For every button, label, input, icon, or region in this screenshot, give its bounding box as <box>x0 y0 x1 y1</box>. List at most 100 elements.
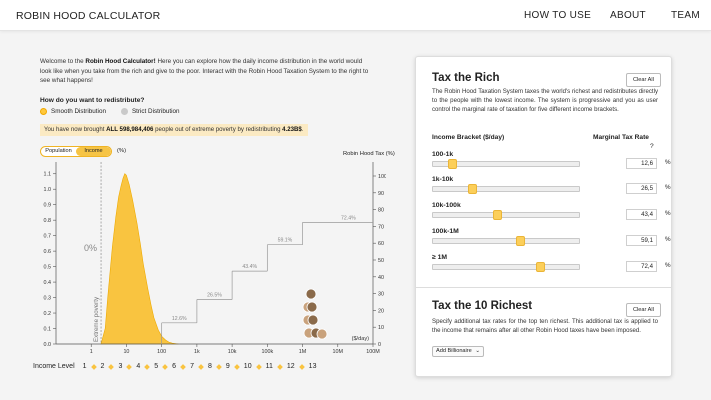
income-distribution-chart[interactable]: 0.0 0.1 0.2 0.3 0.4 0.5 0.6 0.7 0.8 0.9 1.0 1.1 0 10 2… <box>26 156 386 356</box>
add-billionaire-select[interactable]: Add Billionaire ⌄ <box>432 346 484 357</box>
income-level-item[interactable]: 7 <box>190 363 194 370</box>
tax-rich-title: Tax the Rich <box>432 72 500 84</box>
tax-step-label: 72.4% <box>341 215 356 221</box>
option-label: Smooth Distribution <box>51 108 106 115</box>
level-separator-icon <box>144 363 151 370</box>
x-tick-label: 10M <box>333 349 344 355</box>
income-level-item[interactable]: 2 <box>100 363 105 370</box>
tax-richest-title: Tax the 10 Richest <box>432 300 533 312</box>
smooth-distribution-option[interactable]: Smooth Distribution <box>40 108 106 115</box>
pct-sign: % <box>665 159 671 166</box>
slider-thumb[interactable] <box>493 210 503 220</box>
income-level-item[interactable]: 4 <box>136 363 141 370</box>
y-tick-label: 0.3 <box>44 296 52 302</box>
level-separator-icon <box>108 363 115 370</box>
y-tick-label: 0.2 <box>44 311 52 317</box>
tax-rate-slider[interactable] <box>432 210 580 220</box>
app-title[interactable]: ROBIN HOOD CALCULATOR <box>16 10 161 22</box>
y-tick-label: 0.7 <box>44 234 52 240</box>
slider-thumb[interactable] <box>536 262 546 272</box>
income-level-item[interactable]: 1 <box>82 363 87 370</box>
income-level-item[interactable]: 10 <box>243 363 252 370</box>
tax-rich-description: The Robin Hood Taxation System taxes the… <box>432 88 658 113</box>
intro-part: Here you can explore how the daily incom… <box>40 58 369 85</box>
tax-rate-input[interactable]: 26,5 <box>626 183 657 194</box>
pct-sign: % <box>665 184 671 191</box>
col-income-bracket: Income Bracket ($/day) <box>432 134 505 141</box>
radio-selected-icon[interactable] <box>40 108 47 115</box>
help-icon[interactable]: ? <box>650 143 654 150</box>
income-level-item[interactable]: 6 <box>172 363 177 370</box>
x-tick-label: 1 <box>90 349 93 355</box>
tax-tick-label: 60 <box>378 241 384 247</box>
x-tick-label: 10 <box>123 349 129 355</box>
tax-rate-input[interactable]: 43,4 <box>626 209 657 220</box>
pct-unit-label: (%) <box>117 148 127 154</box>
tax-tick-label: 30 <box>378 292 384 298</box>
billionaire-avatar <box>305 288 317 300</box>
bracket-label: 100-1k <box>432 151 454 158</box>
top-bar: ROBIN HOOD CALCULATOR HOW TO USE ABOUT T… <box>0 0 711 31</box>
tax-rate-slider[interactable] <box>432 159 580 169</box>
tax-rate-slider[interactable] <box>432 236 580 246</box>
banner-text: You have now brought <box>44 126 107 133</box>
level-separator-icon <box>298 363 305 370</box>
toggle-population[interactable]: Population <box>45 148 72 154</box>
redistribute-question: How do you want to redistribute? <box>40 97 145 104</box>
income-level-item[interactable]: 3 <box>118 363 123 370</box>
x-tick-label: 100 <box>157 349 166 355</box>
y-tick-label: 0.4 <box>44 280 52 286</box>
tax-tick-label: 90 <box>378 191 384 197</box>
income-level-item[interactable]: 12 <box>286 363 295 370</box>
toggle-income[interactable]: Income <box>76 147 111 156</box>
radio-unselected-icon[interactable] <box>120 108 128 115</box>
clear-all-button[interactable]: Clear All <box>626 73 661 87</box>
tax-richest-description: Specify additional tax rates for the top… <box>432 318 658 334</box>
bracket-label: 10k-100k <box>432 202 461 209</box>
tax-tick-label: 10 <box>378 325 384 331</box>
level-separator-icon <box>126 363 133 370</box>
tax-step-label: 26.5% <box>207 292 222 298</box>
y-tick-label: 1.1 <box>44 172 52 178</box>
level-separator-icon <box>277 363 283 370</box>
income-level-item[interactable]: 9 <box>225 363 230 370</box>
nav-team[interactable]: TEAM <box>671 10 700 21</box>
tax-tick-label: 20 <box>378 308 384 314</box>
bracket-label: 1k-10k <box>432 176 454 183</box>
slider-thumb[interactable] <box>516 236 526 246</box>
income-level-label: Income Level <box>33 363 75 370</box>
income-level-item[interactable]: 8 <box>207 363 212 370</box>
tax-rate-slider[interactable] <box>432 184 580 194</box>
level-separator-icon <box>162 363 169 370</box>
clear-all-richest-button[interactable]: Clear All <box>626 303 661 317</box>
distribution-options: Smooth Distribution Strict Distribution <box>40 108 195 115</box>
income-level-item[interactable]: 13 <box>308 363 317 370</box>
poverty-banner: You have now brought ALL 598,984,406 peo… <box>40 124 308 136</box>
col-marginal-tax-rate: Marginal Tax Rate <box>593 134 649 141</box>
tax-rate-input[interactable]: 59,1 <box>626 235 657 246</box>
strict-distribution-option[interactable]: Strict Distribution <box>120 108 180 115</box>
tax-tick-label: 80 <box>378 208 384 214</box>
tax-rate-input[interactable]: 72,4 <box>626 261 657 272</box>
x-tick-label: 100k <box>261 349 273 355</box>
distribution-area <box>100 173 179 345</box>
intro-part: Welcome to the <box>40 58 86 65</box>
tax-tick-label: 70 <box>378 224 384 230</box>
nav-how-to-use[interactable]: HOW TO USE <box>524 10 592 21</box>
income-level-item[interactable]: 5 <box>154 363 159 370</box>
income-level-list: 1 2 3 4 5 6 7 8 9 10 11 12 13 <box>83 363 317 370</box>
nav-about[interactable]: ABOUT <box>610 10 646 21</box>
y-tick-label: 0.0 <box>44 342 52 348</box>
population-income-toggle[interactable]: Population Income <box>40 146 112 157</box>
poverty-line-label: Extreme poverty <box>93 296 100 342</box>
income-level-item[interactable]: 11 <box>265 363 273 370</box>
tax-rate-slider[interactable] <box>432 262 580 272</box>
income-level-row: Income Level 1 2 3 4 5 6 7 8 9 10 11 12 13 <box>33 363 316 370</box>
slider-thumb[interactable] <box>468 184 478 194</box>
tax-rate-input[interactable]: 12,6 <box>626 158 657 169</box>
level-separator-icon <box>233 363 240 370</box>
tax-tick-label: 50 <box>378 258 384 264</box>
slider-thumb[interactable] <box>447 159 457 169</box>
tax-axis-title: Robin Hood Tax (%) <box>343 151 395 157</box>
intro-text: Welcome to the Robin Hood Calculator! He… <box>40 57 370 86</box>
